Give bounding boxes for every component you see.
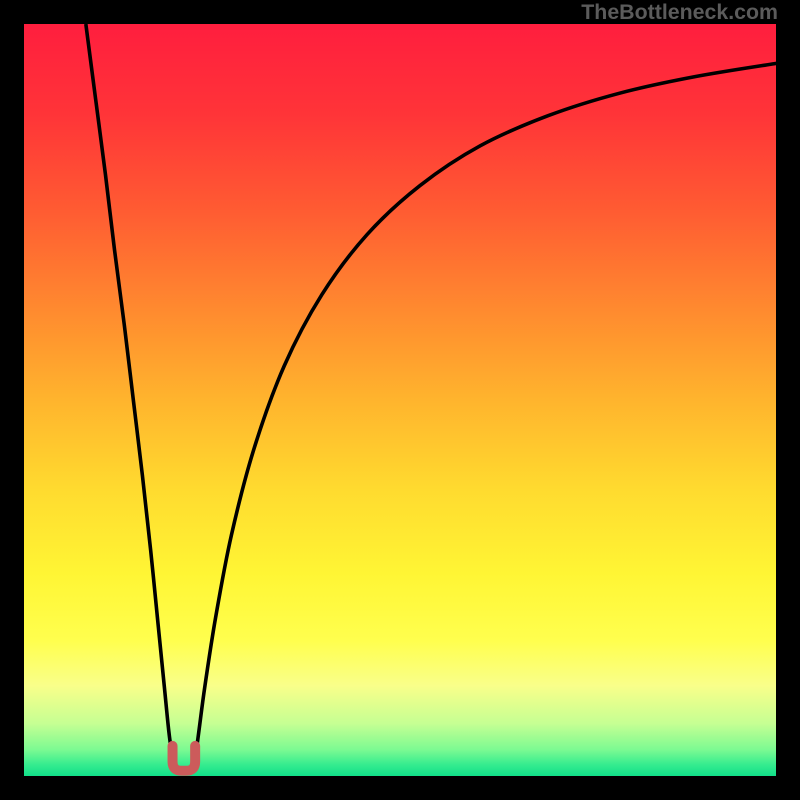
frame-right (776, 0, 800, 800)
frame-left (0, 0, 24, 800)
figure-root: TheBottleneck.com (0, 0, 800, 800)
plot-background (24, 24, 778, 776)
attribution-text: TheBottleneck.com (581, 0, 778, 25)
frame-bottom (0, 776, 800, 800)
chart-svg (0, 0, 800, 800)
